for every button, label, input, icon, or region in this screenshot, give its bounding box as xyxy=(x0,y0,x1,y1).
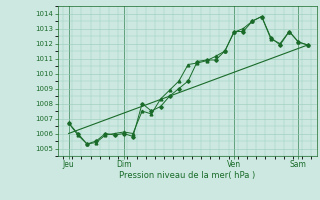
X-axis label: Pression niveau de la mer( hPa ): Pression niveau de la mer( hPa ) xyxy=(119,171,255,180)
